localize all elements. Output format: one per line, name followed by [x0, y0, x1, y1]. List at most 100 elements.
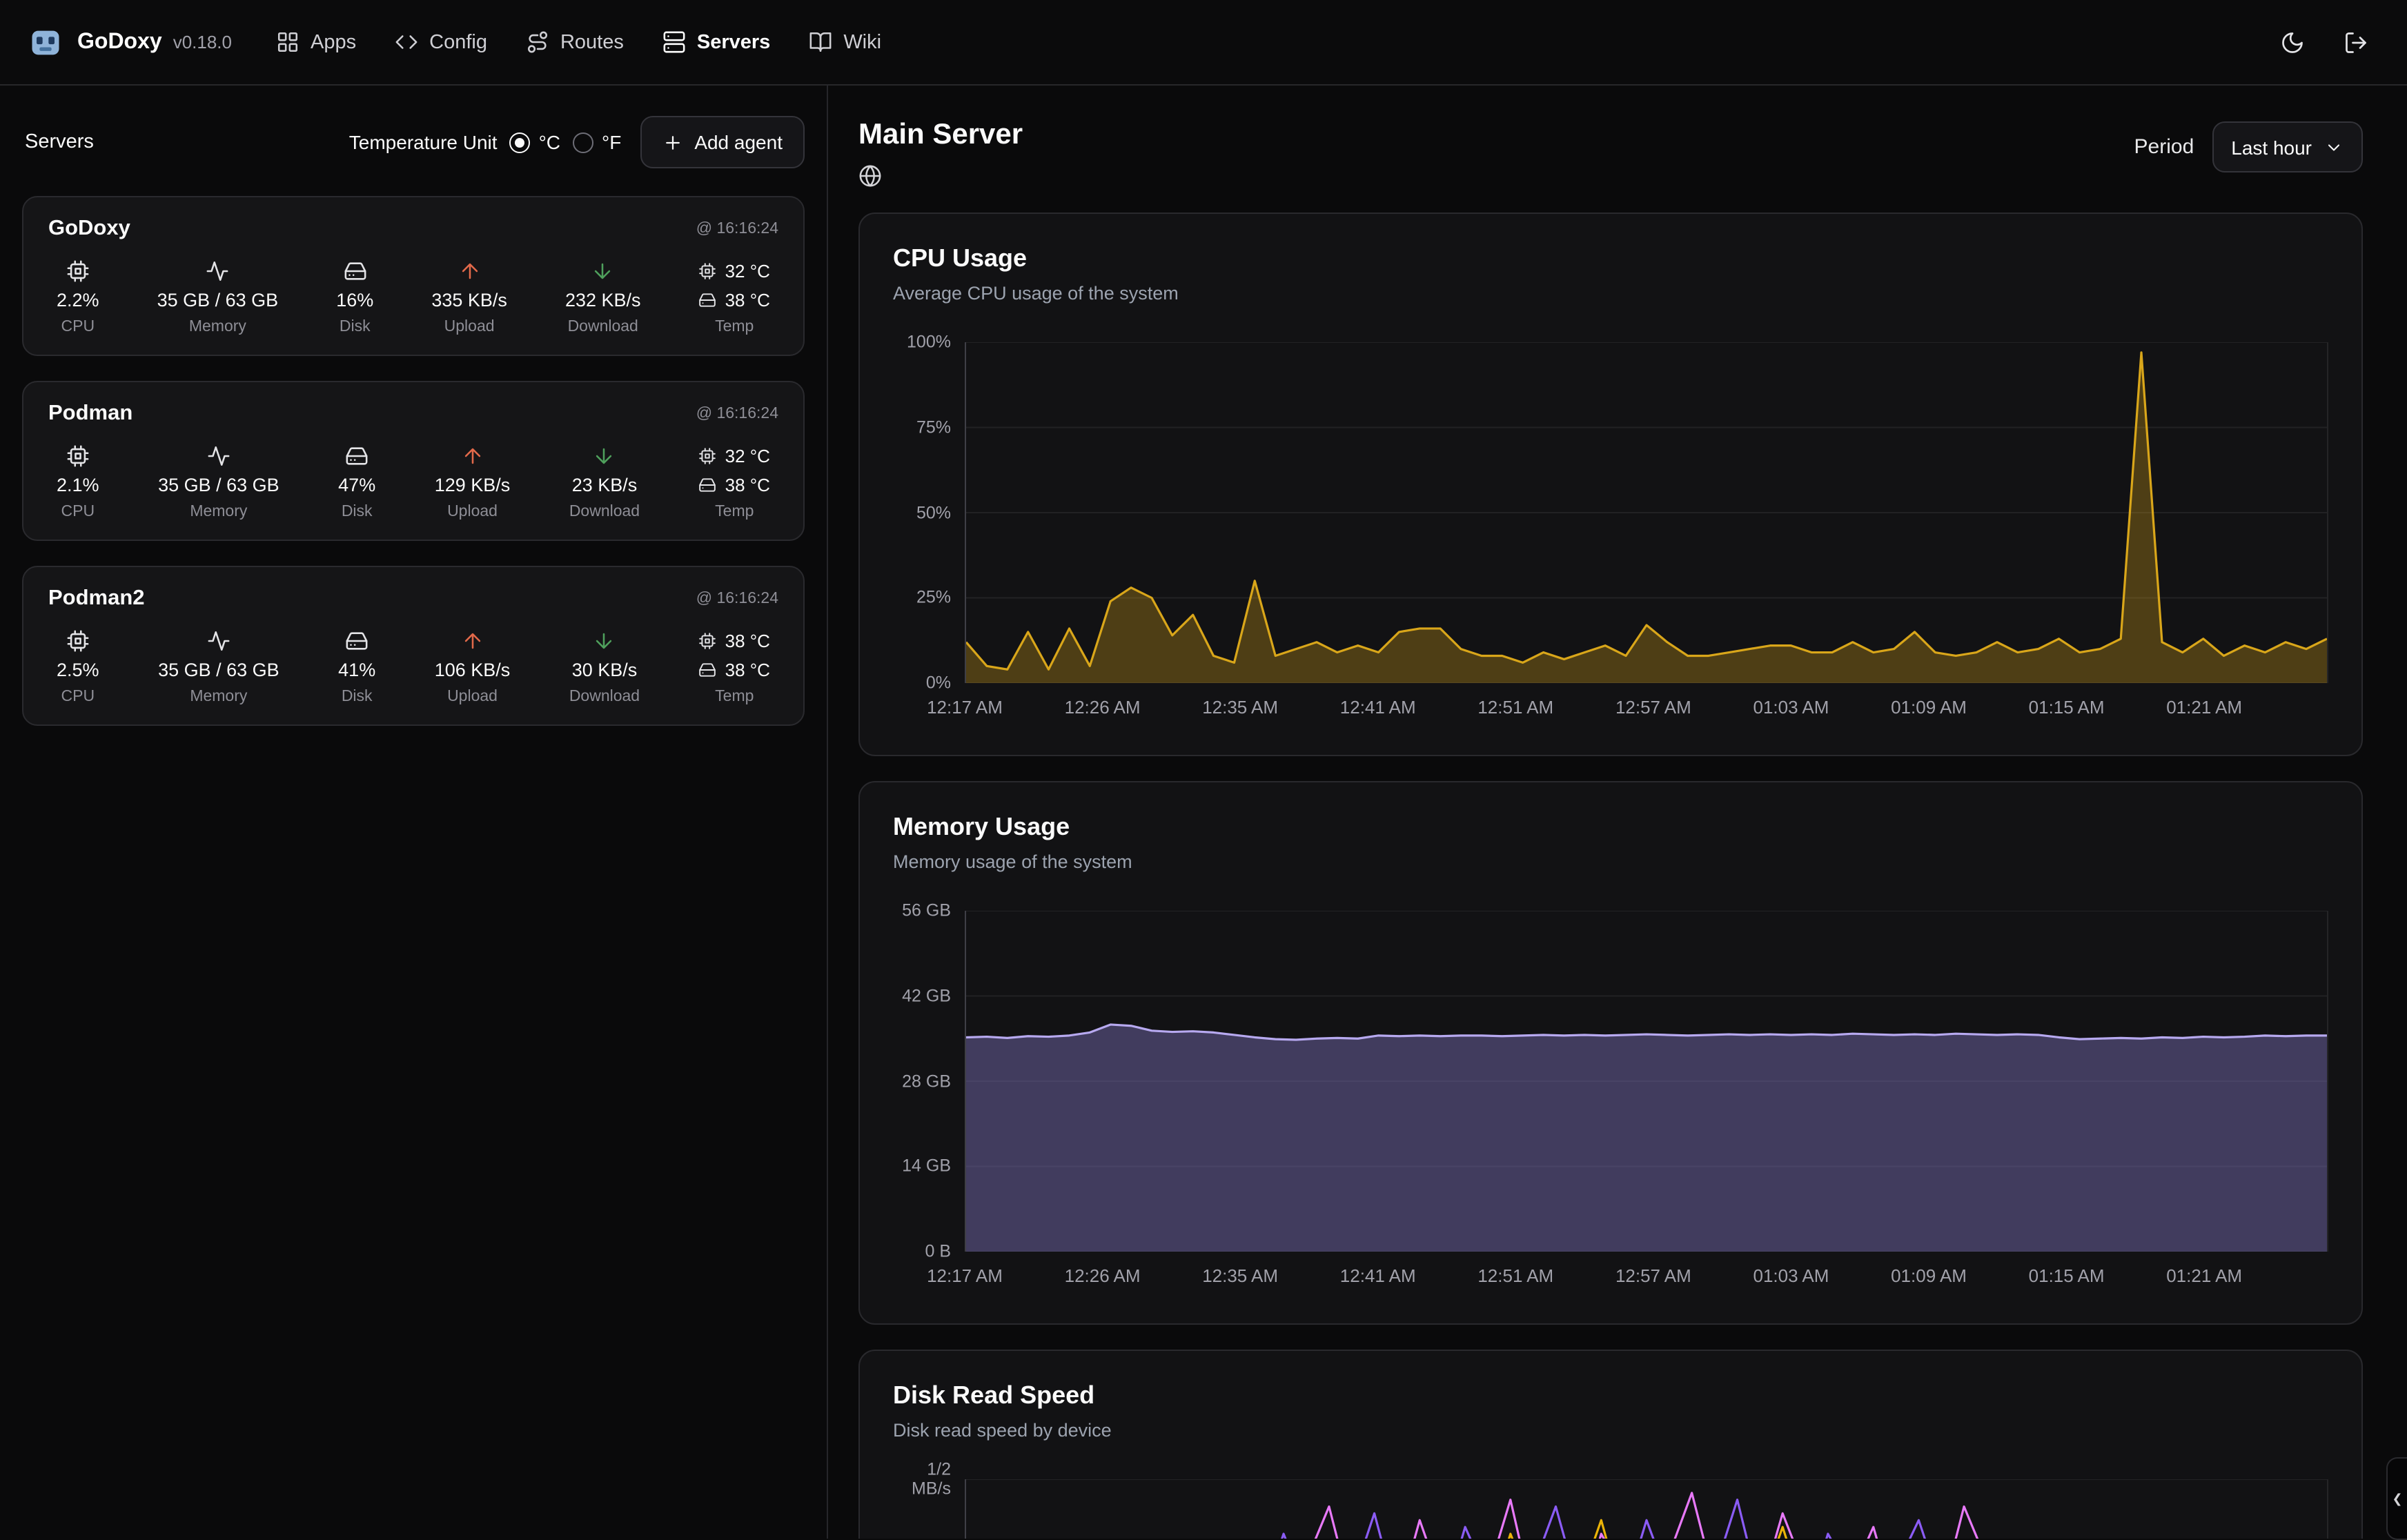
main-header: Main Server Period Last hour [858, 119, 2363, 188]
stat-cpu: 2.5% CPU [57, 625, 99, 705]
stat-cpu: 2.2% CPU [57, 255, 99, 335]
navbar-actions [2280, 30, 2368, 55]
stat-disk: 41% Disk [338, 625, 375, 705]
arrow-down-icon [593, 625, 616, 655]
nav-item-label: Servers [697, 31, 770, 53]
period-select[interactable]: Last hour [2212, 121, 2363, 172]
nav-item-label: Wiki [843, 31, 881, 53]
route-icon [526, 30, 549, 54]
add-agent-button[interactable]: Add agent [640, 116, 805, 168]
book-icon [809, 30, 832, 54]
arrow-up-icon [458, 255, 481, 286]
plus-icon [662, 132, 683, 152]
cpu-usage-card: CPU Usage Average CPU usage of the syste… [858, 213, 2363, 756]
server-stats: 2.2% CPU 35 GB / 63 GB Memory 16% Disk 3… [48, 255, 778, 335]
memory-value: 35 GB / 63 GB [158, 471, 279, 498]
cpu-chip-icon [699, 261, 717, 279]
nav-item-label: Routes [560, 31, 624, 53]
godoxy-dashboard: GoDoxy v0.18.0 Apps Config Routes Server… [0, 0, 2407, 1540]
disk-temp-value: 38 °C [725, 659, 770, 680]
nav-item-routes[interactable]: Routes [526, 30, 624, 54]
cpu-value: 2.2% [57, 286, 99, 313]
main-title-block: Main Server [858, 119, 1023, 188]
app-title: GoDoxy [77, 30, 162, 55]
temperature-unit-label: Temperature Unit [349, 131, 498, 153]
disk-value: 41% [338, 655, 375, 683]
cpu-temp-value: 32 °C [725, 445, 770, 466]
hard-drive-icon [699, 475, 717, 493]
hard-drive-icon [699, 660, 717, 678]
activity-icon [206, 255, 229, 286]
server-timestamp: @ 16:16:24 [696, 406, 778, 422]
chart-subtitle: Disk read speed by device [893, 1420, 2328, 1441]
arrow-down-icon [593, 440, 616, 471]
disk-label: Disk [340, 313, 371, 335]
cpu-label: CPU [61, 683, 95, 705]
server-card[interactable]: Podman @ 16:16:24 2.1% CPU 35 GB / 63 GB… [22, 381, 805, 541]
disk-read-speed-card: Disk Read Speed Disk read speed by devic… [858, 1350, 2363, 1539]
theme-toggle-moon-icon[interactable] [2280, 30, 2305, 55]
plot-area [965, 342, 2328, 683]
download-value: 232 KB/s [565, 286, 641, 313]
download-label: Download [569, 683, 640, 705]
disk-value: 16% [336, 286, 373, 313]
download-value: 23 KB/s [572, 471, 638, 498]
upload-label: Upload [447, 498, 498, 520]
memory-usage-card: Memory Usage Memory usage of the system … [858, 781, 2363, 1325]
upload-value: 129 KB/s [435, 471, 511, 498]
logout-icon[interactable] [2344, 30, 2368, 55]
app-version: v0.18.0 [173, 32, 232, 52]
disk-temp-value: 38 °C [725, 289, 770, 310]
period-value: Last hour [2231, 136, 2312, 158]
nav-item-config[interactable]: Config [395, 30, 487, 54]
sidebar-title: Servers [25, 131, 94, 153]
disk-value: 47% [338, 471, 375, 498]
stat-temp: 32 °C 38 °C Temp [699, 440, 770, 520]
download-label: Download [569, 498, 640, 520]
server-name: Podman2 [48, 586, 145, 611]
temp-label: Temp [715, 498, 754, 520]
plot-area [965, 1479, 2328, 1539]
stat-temp: 38 °C 38 °C Temp [699, 625, 770, 705]
fahrenheit-radio[interactable]: °F [573, 131, 621, 153]
nav-item-wiki[interactable]: Wiki [809, 30, 881, 54]
cpu-value: 2.1% [57, 471, 99, 498]
arrow-up-icon [461, 625, 484, 655]
stat-memory: 35 GB / 63 GB Memory [158, 440, 279, 520]
chart-title: Memory Usage [893, 813, 2328, 842]
sidebar-header: Servers Temperature Unit °C °F Add agent [0, 86, 827, 174]
chart-subtitle: Memory usage of the system [893, 851, 2328, 872]
temp-label: Temp [715, 683, 754, 705]
globe-icon [858, 164, 1023, 188]
chevron-down-icon [2324, 137, 2344, 157]
cpu-usage-chart: 100%75%50%25%0% [893, 342, 2328, 683]
top-navbar: GoDoxy v0.18.0 Apps Config Routes Server… [0, 0, 2407, 86]
collapse-panel-tab[interactable]: ❮ [2386, 1457, 2407, 1540]
arrow-down-icon [591, 255, 615, 286]
cpu-temp-value: 38 °C [725, 630, 770, 651]
memory-label: Memory [189, 313, 246, 335]
cpu-label: CPU [61, 313, 95, 335]
nav-item-servers[interactable]: Servers [662, 30, 770, 54]
server-card[interactable]: GoDoxy @ 16:16:24 2.2% CPU 35 GB / 63 GB… [22, 196, 805, 356]
nav-item-apps[interactable]: Apps [276, 30, 356, 54]
memory-label: Memory [190, 683, 247, 705]
celsius-radio[interactable]: °C [510, 131, 560, 153]
cpu-temp-value: 32 °C [725, 260, 770, 281]
radio-unselected-icon [573, 132, 593, 152]
disk-read-speed-chart: 1/2MB/s [893, 1479, 2328, 1539]
fahrenheit-label: °F [602, 131, 621, 153]
x-axis: 12:17 AM12:26 AM12:35 AM12:41 AM12:51 AM… [965, 1265, 2328, 1293]
hard-drive-icon [345, 440, 369, 471]
server-card[interactable]: Podman2 @ 16:16:24 2.5% CPU 35 GB / 63 G… [22, 566, 805, 726]
nav-item-label: Apps [311, 31, 356, 53]
chart-title: Disk Read Speed [893, 1381, 2328, 1410]
stat-download: 23 KB/s Download [569, 440, 640, 520]
chevron-left-icon: ❮ [2392, 1491, 2402, 1506]
stat-disk: 16% Disk [336, 255, 373, 335]
grid-icon [276, 30, 299, 54]
server-card-header: GoDoxy @ 16:16:24 [48, 217, 778, 241]
server-stats: 2.5% CPU 35 GB / 63 GB Memory 41% Disk 1… [48, 625, 778, 705]
y-axis: 100%75%50%25%0% [893, 342, 965, 683]
chart-subtitle: Average CPU usage of the system [893, 283, 2328, 304]
